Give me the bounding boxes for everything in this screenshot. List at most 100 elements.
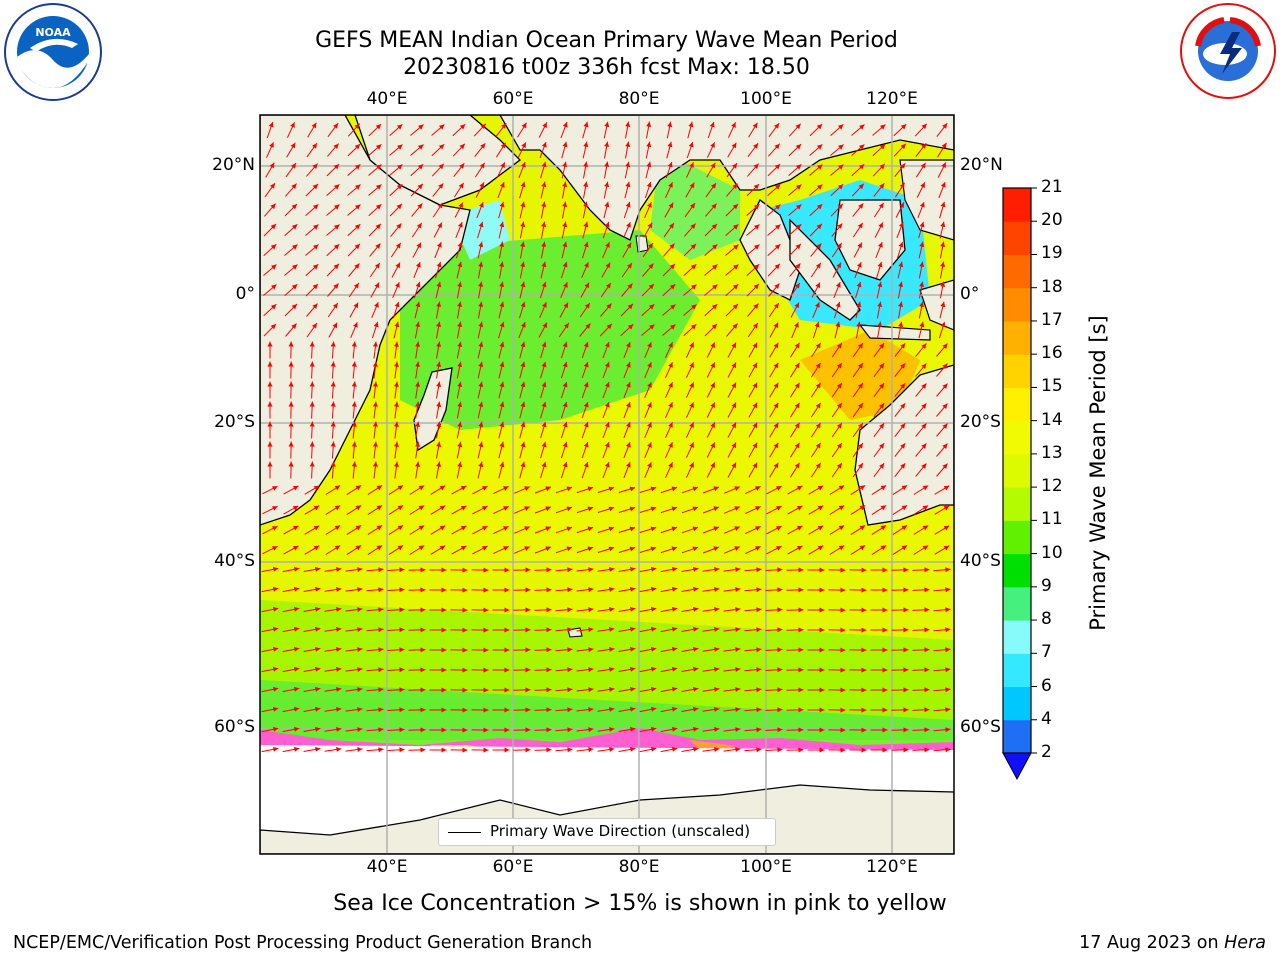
wave-arrow-head bbox=[330, 441, 336, 447]
wave-arrow-head bbox=[520, 461, 526, 468]
wave-arrow-head bbox=[861, 647, 867, 653]
wave-arrow-head bbox=[604, 181, 610, 188]
wave-arrow-head bbox=[397, 505, 404, 511]
wave-arrow-head bbox=[609, 627, 615, 632]
wave-arrow-head bbox=[755, 546, 761, 551]
wave-arrow-head bbox=[499, 201, 505, 208]
wave-arrow-head bbox=[504, 587, 510, 593]
wave-arrow-head bbox=[710, 422, 715, 428]
wave-arrow-head bbox=[879, 343, 885, 349]
wave-arrow-head bbox=[294, 606, 300, 612]
wave-arrow-head bbox=[292, 224, 298, 230]
wave-arrow-head bbox=[604, 161, 610, 167]
wave-arrow-head bbox=[879, 463, 885, 469]
colorbar-tick-label: 6 bbox=[1041, 675, 1052, 696]
wave-arrow-head bbox=[504, 667, 510, 673]
wave-arrow-head bbox=[945, 607, 951, 613]
wave-arrow-head bbox=[752, 442, 758, 449]
wave-arrow-head bbox=[292, 244, 298, 250]
wave-arrow-head bbox=[815, 422, 821, 429]
wave-arrow-head bbox=[646, 121, 652, 127]
wave-arrow-head bbox=[583, 201, 589, 208]
wave-arrow-head bbox=[689, 182, 695, 189]
map-frame bbox=[259, 114, 955, 855]
wave-arrow-head bbox=[836, 403, 842, 409]
wave-arrow-head bbox=[399, 627, 405, 633]
wave-arrow-head bbox=[627, 263, 632, 269]
wave-arrow-head bbox=[357, 747, 363, 752]
wave-arrow-head bbox=[416, 242, 421, 249]
wave-arrow-head bbox=[817, 164, 823, 170]
wave-arrow-head bbox=[710, 142, 715, 148]
wave-arrow-head bbox=[418, 545, 425, 551]
noaa-logo-icon: NOAA bbox=[4, 3, 102, 101]
wave-arrow-head bbox=[879, 183, 885, 189]
wave-arrow-head bbox=[711, 203, 717, 209]
wave-arrow-head bbox=[588, 587, 594, 593]
wave-arrow-head bbox=[629, 546, 636, 552]
wave-arrow-head bbox=[840, 747, 846, 753]
wave-arrow-head bbox=[733, 244, 739, 250]
wave-arrow-head bbox=[546, 627, 552, 633]
wave-arrow-head bbox=[879, 443, 885, 449]
wave-arrow-head bbox=[798, 747, 804, 753]
wave-arrow-head bbox=[604, 422, 610, 428]
wave-arrow-head bbox=[416, 222, 422, 229]
wave-arrow-head bbox=[376, 545, 383, 551]
wave-arrow-head bbox=[480, 123, 486, 130]
wave-arrow-head bbox=[819, 667, 825, 673]
wave-arrow-head bbox=[482, 506, 488, 511]
wave-arrow-head bbox=[858, 164, 865, 170]
wave-arrow-head bbox=[840, 687, 846, 693]
wave-arrow-head bbox=[815, 262, 821, 269]
wave-arrow-head bbox=[900, 383, 906, 389]
wave-arrow-head bbox=[462, 707, 468, 713]
wave-arrow-head bbox=[756, 607, 762, 613]
wave-arrow-head bbox=[898, 241, 904, 248]
wave-arrow-head bbox=[270, 224, 276, 230]
wave-arrow-head bbox=[332, 322, 338, 329]
wave-arrow-head bbox=[689, 162, 694, 168]
wave-arrow-head bbox=[478, 401, 484, 408]
colorbar-tick-label: 7 bbox=[1041, 642, 1052, 663]
wave-arrow-head bbox=[372, 341, 378, 347]
wave-arrow-head bbox=[546, 687, 552, 693]
wave-arrow-head bbox=[625, 121, 631, 127]
wave-arrow-head bbox=[587, 526, 594, 532]
wave-arrow-head bbox=[499, 321, 505, 328]
wave-arrow-head bbox=[921, 123, 927, 130]
wave-arrow-head bbox=[735, 627, 741, 632]
wave-arrow-head bbox=[672, 626, 678, 632]
colorbar-segment bbox=[1003, 520, 1031, 555]
wave-arrow-head bbox=[899, 202, 904, 208]
wave-arrow-head bbox=[693, 606, 699, 612]
wave-arrow-head bbox=[689, 442, 694, 448]
wave-arrow-head bbox=[945, 567, 951, 573]
colorbar-segment bbox=[1003, 387, 1031, 422]
wave-arrow-head bbox=[941, 142, 947, 149]
wave-arrow-head bbox=[270, 244, 277, 250]
wave-arrow-head bbox=[351, 441, 357, 447]
wave-arrow-head bbox=[394, 421, 399, 427]
colorbar-tick-label: 21 bbox=[1041, 177, 1063, 197]
wave-arrow-head bbox=[353, 283, 359, 289]
wave-arrow-head bbox=[503, 526, 509, 531]
wave-arrow-head bbox=[478, 221, 484, 228]
wave-arrow-head bbox=[376, 485, 383, 491]
wave-arrow-head bbox=[417, 203, 423, 209]
wave-arrow-head bbox=[711, 304, 718, 310]
wave-arrow-head bbox=[817, 545, 824, 551]
wave-arrow-head bbox=[669, 223, 674, 229]
wave-arrow-head bbox=[373, 321, 379, 328]
wave-arrow-head bbox=[777, 607, 783, 613]
wave-arrow-head bbox=[714, 667, 720, 672]
wave-arrow-head bbox=[690, 203, 695, 209]
lat-tick-right: 40°S bbox=[960, 551, 1001, 571]
wave-arrow-head bbox=[667, 162, 673, 168]
wave-arrow-head bbox=[734, 526, 740, 531]
wave-arrow-head bbox=[545, 486, 551, 492]
wave-arrow-head bbox=[882, 647, 888, 653]
wave-arrow-head bbox=[609, 687, 615, 692]
wave-arrow-head bbox=[457, 321, 463, 327]
wave-arrow-head bbox=[773, 382, 779, 389]
